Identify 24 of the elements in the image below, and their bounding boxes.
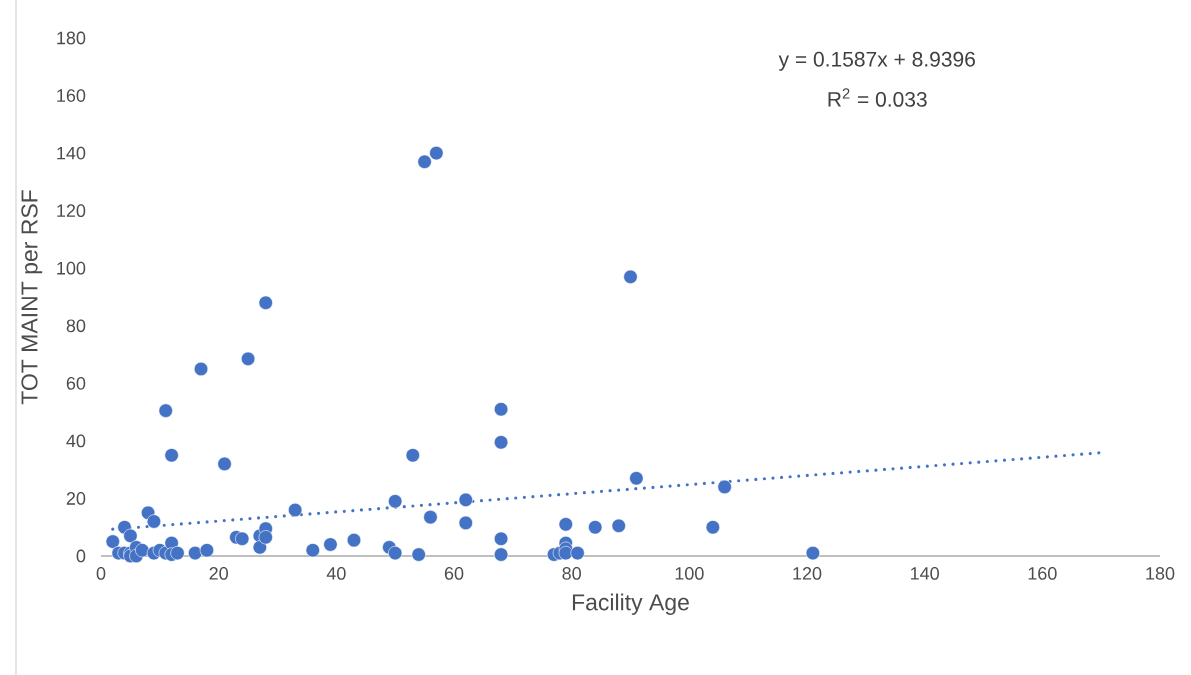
y-tick-label: 40 xyxy=(66,434,86,448)
y-tick-label: 160 xyxy=(57,89,86,102)
x-tick-label: 100 xyxy=(675,567,704,580)
x-tick-label: 180 xyxy=(1146,567,1175,580)
y-tick-label: 20 xyxy=(66,492,86,505)
x-tick-label: 120 xyxy=(793,567,822,580)
y-axis-title: TOT MAINT per RSF xyxy=(21,190,43,405)
x-tick-label: 20 xyxy=(209,567,228,580)
y-tick-label: 60 xyxy=(66,376,86,390)
x-tick-label: 40 xyxy=(326,567,346,580)
y-tick-label: 100 xyxy=(57,261,86,275)
x-tick-label: 0 xyxy=(96,567,106,580)
annotation: R$^{2}$ = 0.033 xyxy=(828,88,927,107)
x-tick-label: 160 xyxy=(1028,567,1057,580)
x-tick-label: 80 xyxy=(562,567,581,580)
y-tick-label: 180 xyxy=(57,31,86,45)
x-axis-title: Facility Age xyxy=(572,593,689,615)
y-tick-label: 120 xyxy=(57,204,86,218)
y-tick-label: 0 xyxy=(76,549,86,563)
x-tick-label: 60 xyxy=(444,567,464,580)
annotation: y = 0.1587x + 8.9396 xyxy=(778,51,975,71)
x-tick-label: 140 xyxy=(911,567,939,580)
y-tick-label: 80 xyxy=(66,319,86,333)
y-tick-label: 140 xyxy=(57,146,86,160)
